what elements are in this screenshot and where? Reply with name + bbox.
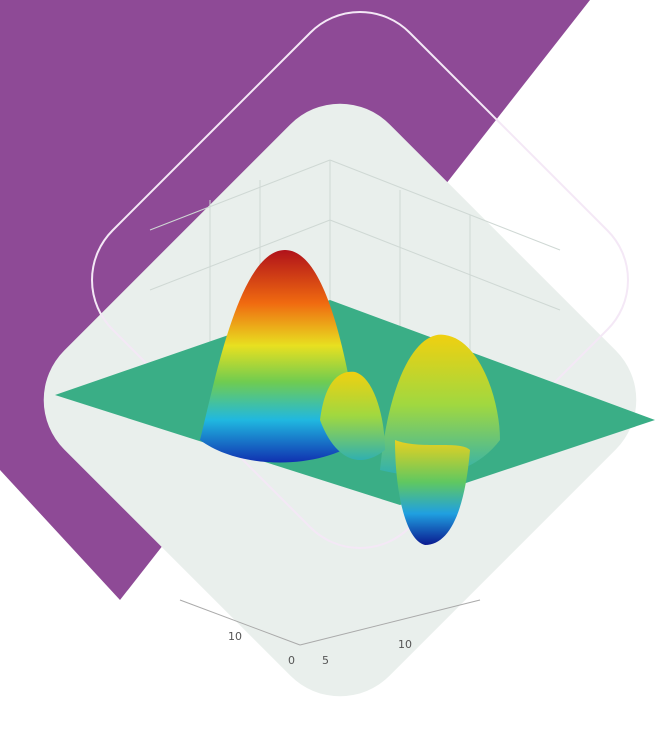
axes [179,599,481,646]
bump [320,371,385,460]
tick-label: 10 [228,630,242,643]
grid [149,159,561,380]
tick-label: 5 [322,654,329,667]
bump [380,334,500,476]
peak [200,250,360,463]
tick-label: 10 [398,638,412,651]
tick-label: 0 [288,654,295,667]
pit [395,440,470,545]
